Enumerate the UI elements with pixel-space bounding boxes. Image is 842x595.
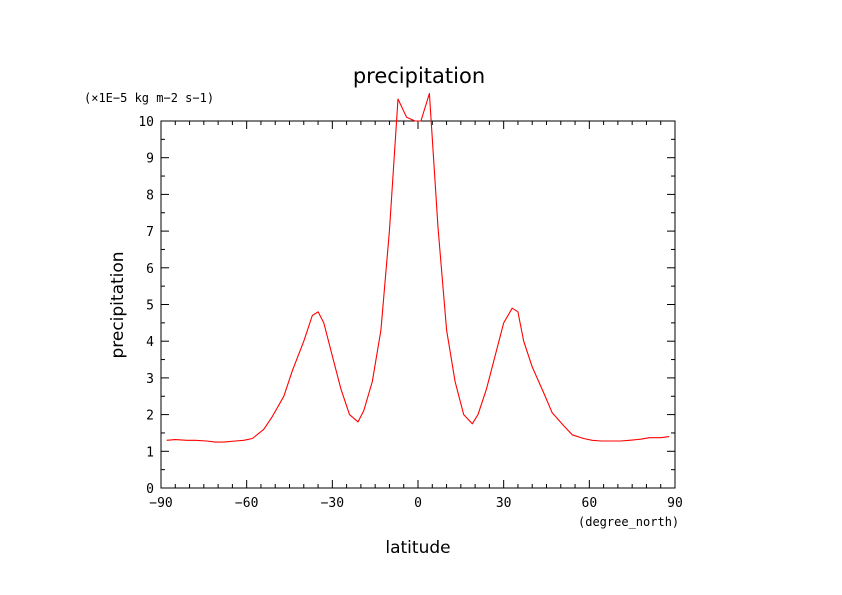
x-tick-label: −60 [235, 496, 258, 511]
y-units-label: (×1E−5 kg m−2 s−1) [84, 91, 214, 105]
plot-frame [160, 120, 676, 489]
y-tick-label: 1 [146, 445, 154, 460]
y-tick-label: 5 [146, 299, 154, 314]
y-tick-label: 3 [146, 372, 154, 387]
x-axis-label: latitude [385, 538, 450, 558]
y-tick-label: 6 [146, 262, 154, 277]
y-tick-label: 4 [146, 335, 154, 350]
x-units-label: (degree_north) [578, 515, 679, 529]
y-tick-label: 8 [146, 188, 154, 203]
chart-title: precipitation [353, 64, 485, 88]
x-tick-label: 30 [496, 496, 512, 511]
y-tick-label: 10 [138, 115, 154, 130]
x-tick-label: 90 [667, 496, 683, 511]
y-tick-label: 2 [146, 409, 154, 424]
x-tick-label: 0 [414, 496, 422, 511]
x-tick-label: −30 [321, 496, 344, 511]
y-tick-label: 0 [146, 482, 154, 497]
precipitation-series-line [166, 92, 670, 443]
plot-area: −90 −60 −30 0 30 60 90 0 1 2 3 4 5 6 7 8 9 10 [138, 92, 683, 511]
y-tick-label: 7 [146, 225, 154, 240]
x-tick-label: 60 [582, 496, 598, 511]
y-tick-label: 9 [146, 152, 154, 167]
x-tick-label: −90 [149, 496, 172, 511]
y-axis-label: precipitation [108, 251, 128, 358]
